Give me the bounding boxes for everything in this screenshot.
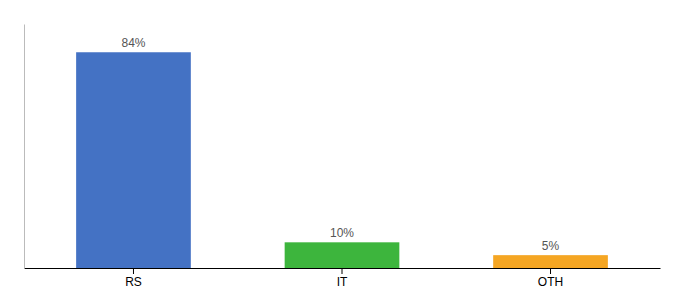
data-label: 5% bbox=[542, 239, 560, 253]
bar bbox=[493, 255, 608, 268]
bars bbox=[76, 52, 608, 268]
x-tick: IT bbox=[337, 268, 348, 289]
y-axis bbox=[24, 25, 25, 269]
data-label: 10% bbox=[330, 226, 354, 240]
x-tick-label: OTH bbox=[538, 275, 563, 289]
x-tick: OTH bbox=[538, 268, 563, 289]
chart-svg: 84% 10% 5% RS IT OTH bbox=[0, 0, 680, 300]
x-tick-mark bbox=[550, 268, 551, 274]
x-tick-mark bbox=[133, 268, 134, 274]
bar bbox=[76, 52, 191, 268]
bar bbox=[285, 242, 400, 268]
data-labels: 84% 10% 5% bbox=[121, 36, 559, 253]
plot-area: 84% 10% 5% RS IT OTH bbox=[25, 25, 661, 289]
chart-container: 84% 10% 5% RS IT OTH bbox=[0, 0, 680, 300]
x-axis: RS IT OTH bbox=[25, 268, 661, 289]
x-tick-label: RS bbox=[125, 275, 142, 289]
x-tick: RS bbox=[125, 268, 142, 289]
x-tick-mark bbox=[342, 268, 343, 274]
y-axis-line bbox=[24, 25, 25, 269]
data-label: 84% bbox=[121, 36, 145, 50]
x-tick-label: IT bbox=[337, 275, 348, 289]
